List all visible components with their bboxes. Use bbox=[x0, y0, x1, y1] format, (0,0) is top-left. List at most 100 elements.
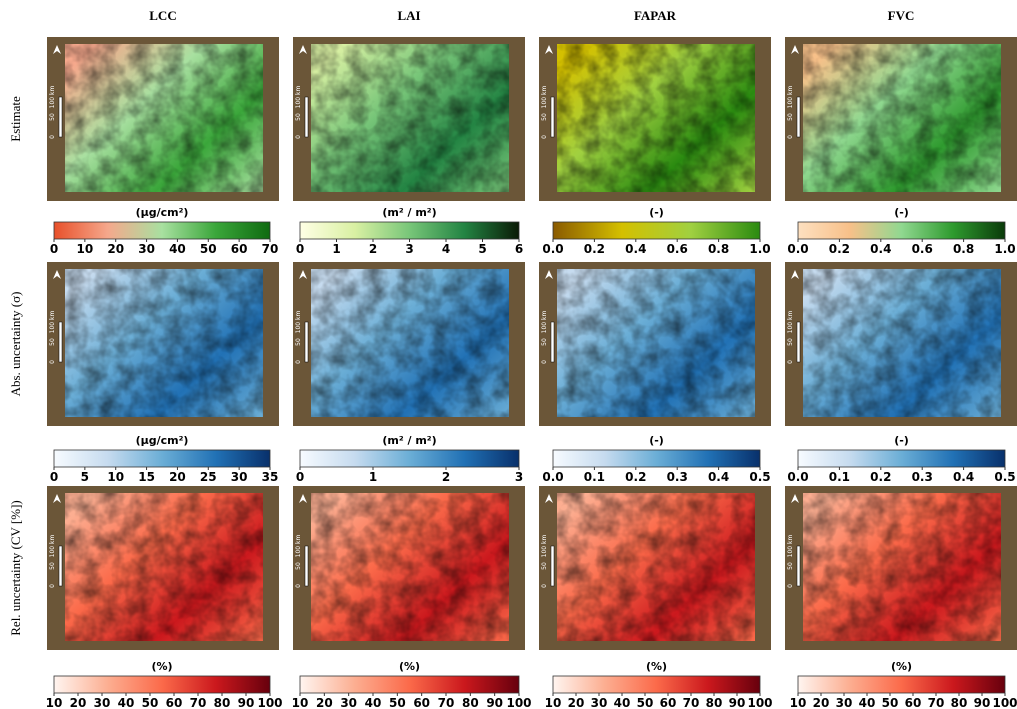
colorbar-tick-label: 25 bbox=[200, 470, 217, 484]
scale-label: 100 km bbox=[295, 311, 302, 334]
colorbar-tick-label: 0.2 bbox=[829, 242, 850, 256]
colorbar-tick-label: 20 bbox=[70, 696, 87, 709]
colorbar-tick-label: 0.0 bbox=[787, 242, 808, 256]
colorbar bbox=[53, 221, 271, 240]
row-label: Rel. uncertainty (CV [%]) bbox=[8, 500, 23, 636]
scale-label: 0 bbox=[787, 584, 794, 588]
colorbar-tick-label: 0.6 bbox=[912, 242, 933, 256]
colorbar-unit: (%) bbox=[646, 660, 667, 673]
scale-label: 50 bbox=[49, 338, 56, 346]
scale-label: 100 km bbox=[49, 535, 56, 558]
scale-label: 100 km bbox=[787, 311, 794, 334]
colorbar bbox=[797, 221, 1006, 240]
map-texture bbox=[803, 44, 1001, 192]
scale-bar bbox=[796, 321, 801, 363]
colorbar-tick-label: 0.1 bbox=[829, 470, 850, 484]
scale-label: 0 bbox=[49, 360, 56, 364]
colorbar-tick-label: 4 bbox=[442, 242, 450, 256]
north-arrow bbox=[299, 45, 307, 54]
colorbar-tick-label: 0.2 bbox=[870, 470, 891, 484]
colorbar-unit: (-) bbox=[649, 206, 664, 219]
colorbar-tick-label: 20 bbox=[169, 470, 186, 484]
scale-label: 100 km bbox=[49, 86, 56, 109]
scale-label: 0 bbox=[49, 135, 56, 139]
colorbar-tick-label: 0.4 bbox=[953, 470, 974, 484]
colorbar-tick-label: 30 bbox=[231, 470, 248, 484]
map-texture bbox=[557, 493, 755, 641]
scale-label: 50 bbox=[787, 338, 794, 346]
scale-bar bbox=[304, 96, 309, 138]
colorbar-tick-label: 60 bbox=[231, 242, 248, 256]
colorbar bbox=[53, 449, 271, 468]
colorbar-tick-label: 70 bbox=[928, 696, 945, 709]
colorbar-tick-label: 2 bbox=[369, 242, 377, 256]
row-label: Estimate bbox=[8, 96, 23, 142]
scale-bar bbox=[304, 545, 309, 587]
scale-bar bbox=[58, 96, 63, 138]
scale-label: 0 bbox=[541, 135, 548, 139]
colorbar-tick-label: 1 bbox=[332, 242, 340, 256]
colorbar-tick-label: 80 bbox=[462, 696, 479, 709]
scale-label: 100 km bbox=[295, 86, 302, 109]
scale-label: 50 bbox=[541, 113, 548, 121]
scale-label: 0 bbox=[541, 584, 548, 588]
colorbar-unit: (%) bbox=[151, 660, 172, 673]
colorbar-tick-label: 50 bbox=[389, 696, 406, 709]
colorbar-tick-label: 70 bbox=[190, 696, 207, 709]
scale-label: 100 km bbox=[787, 86, 794, 109]
colorbar-tick-label: 70 bbox=[262, 242, 279, 256]
colorbar-tick-label: 0 bbox=[296, 242, 304, 256]
map-texture bbox=[311, 269, 509, 417]
north-arrow bbox=[545, 45, 553, 54]
column-title: FAPAR bbox=[634, 8, 677, 23]
colorbar bbox=[797, 675, 1006, 694]
scale-label: 50 bbox=[295, 338, 302, 346]
colorbar-tick-label: 0.6 bbox=[667, 242, 688, 256]
colorbar-tick-label: 30 bbox=[340, 696, 357, 709]
colorbar-tick-label: 10 bbox=[46, 696, 63, 709]
scale-bar bbox=[796, 96, 801, 138]
colorbar-tick-label: 0.5 bbox=[749, 470, 770, 484]
colorbar-unit: (m² / m²) bbox=[382, 434, 436, 447]
scale-label: 50 bbox=[541, 562, 548, 570]
column-title: LAI bbox=[397, 8, 420, 23]
scale-bar bbox=[58, 545, 63, 587]
north-arrow bbox=[53, 494, 61, 503]
map-texture bbox=[803, 269, 1001, 417]
colorbar-tick-label: 30 bbox=[138, 242, 155, 256]
north-arrow bbox=[299, 270, 307, 279]
colorbar-tick-label: 20 bbox=[813, 696, 830, 709]
colorbar-tick-label: 50 bbox=[637, 696, 654, 709]
scale-label: 100 km bbox=[49, 311, 56, 334]
scale-label: 50 bbox=[787, 113, 794, 121]
colorbar-tick-label: 90 bbox=[486, 696, 503, 709]
colorbar-unit: (μg/cm²) bbox=[136, 434, 189, 447]
scale-label: 100 km bbox=[541, 311, 548, 334]
colorbar-tick-label: 90 bbox=[238, 696, 255, 709]
colorbar-tick-label: 0.4 bbox=[708, 470, 729, 484]
colorbar-tick-label: 20 bbox=[107, 242, 124, 256]
colorbar-tick-label: 1.0 bbox=[749, 242, 770, 256]
scale-label: 0 bbox=[295, 135, 302, 139]
colorbar-tick-label: 40 bbox=[365, 696, 382, 709]
colorbar-tick-label: 0.0 bbox=[787, 470, 808, 484]
colorbar-tick-label: 80 bbox=[706, 696, 723, 709]
scale-label: 50 bbox=[49, 113, 56, 121]
colorbar-tick-label: 90 bbox=[974, 696, 991, 709]
map-texture bbox=[311, 44, 509, 192]
scale-bar bbox=[796, 545, 801, 587]
colorbar-tick-label: 80 bbox=[214, 696, 231, 709]
scale-label: 100 km bbox=[541, 535, 548, 558]
colorbar-tick-label: 10 bbox=[292, 696, 309, 709]
colorbar-unit: (-) bbox=[894, 434, 909, 447]
colorbar bbox=[552, 675, 761, 694]
colorbar-unit: (-) bbox=[894, 206, 909, 219]
colorbar bbox=[299, 675, 520, 694]
map-texture bbox=[65, 269, 263, 417]
colorbar bbox=[53, 675, 271, 694]
colorbar-tick-label: 0.0 bbox=[542, 242, 563, 256]
scale-bar bbox=[550, 321, 555, 363]
colorbar-tick-label: 30 bbox=[591, 696, 608, 709]
colorbar-tick-label: 60 bbox=[413, 696, 430, 709]
